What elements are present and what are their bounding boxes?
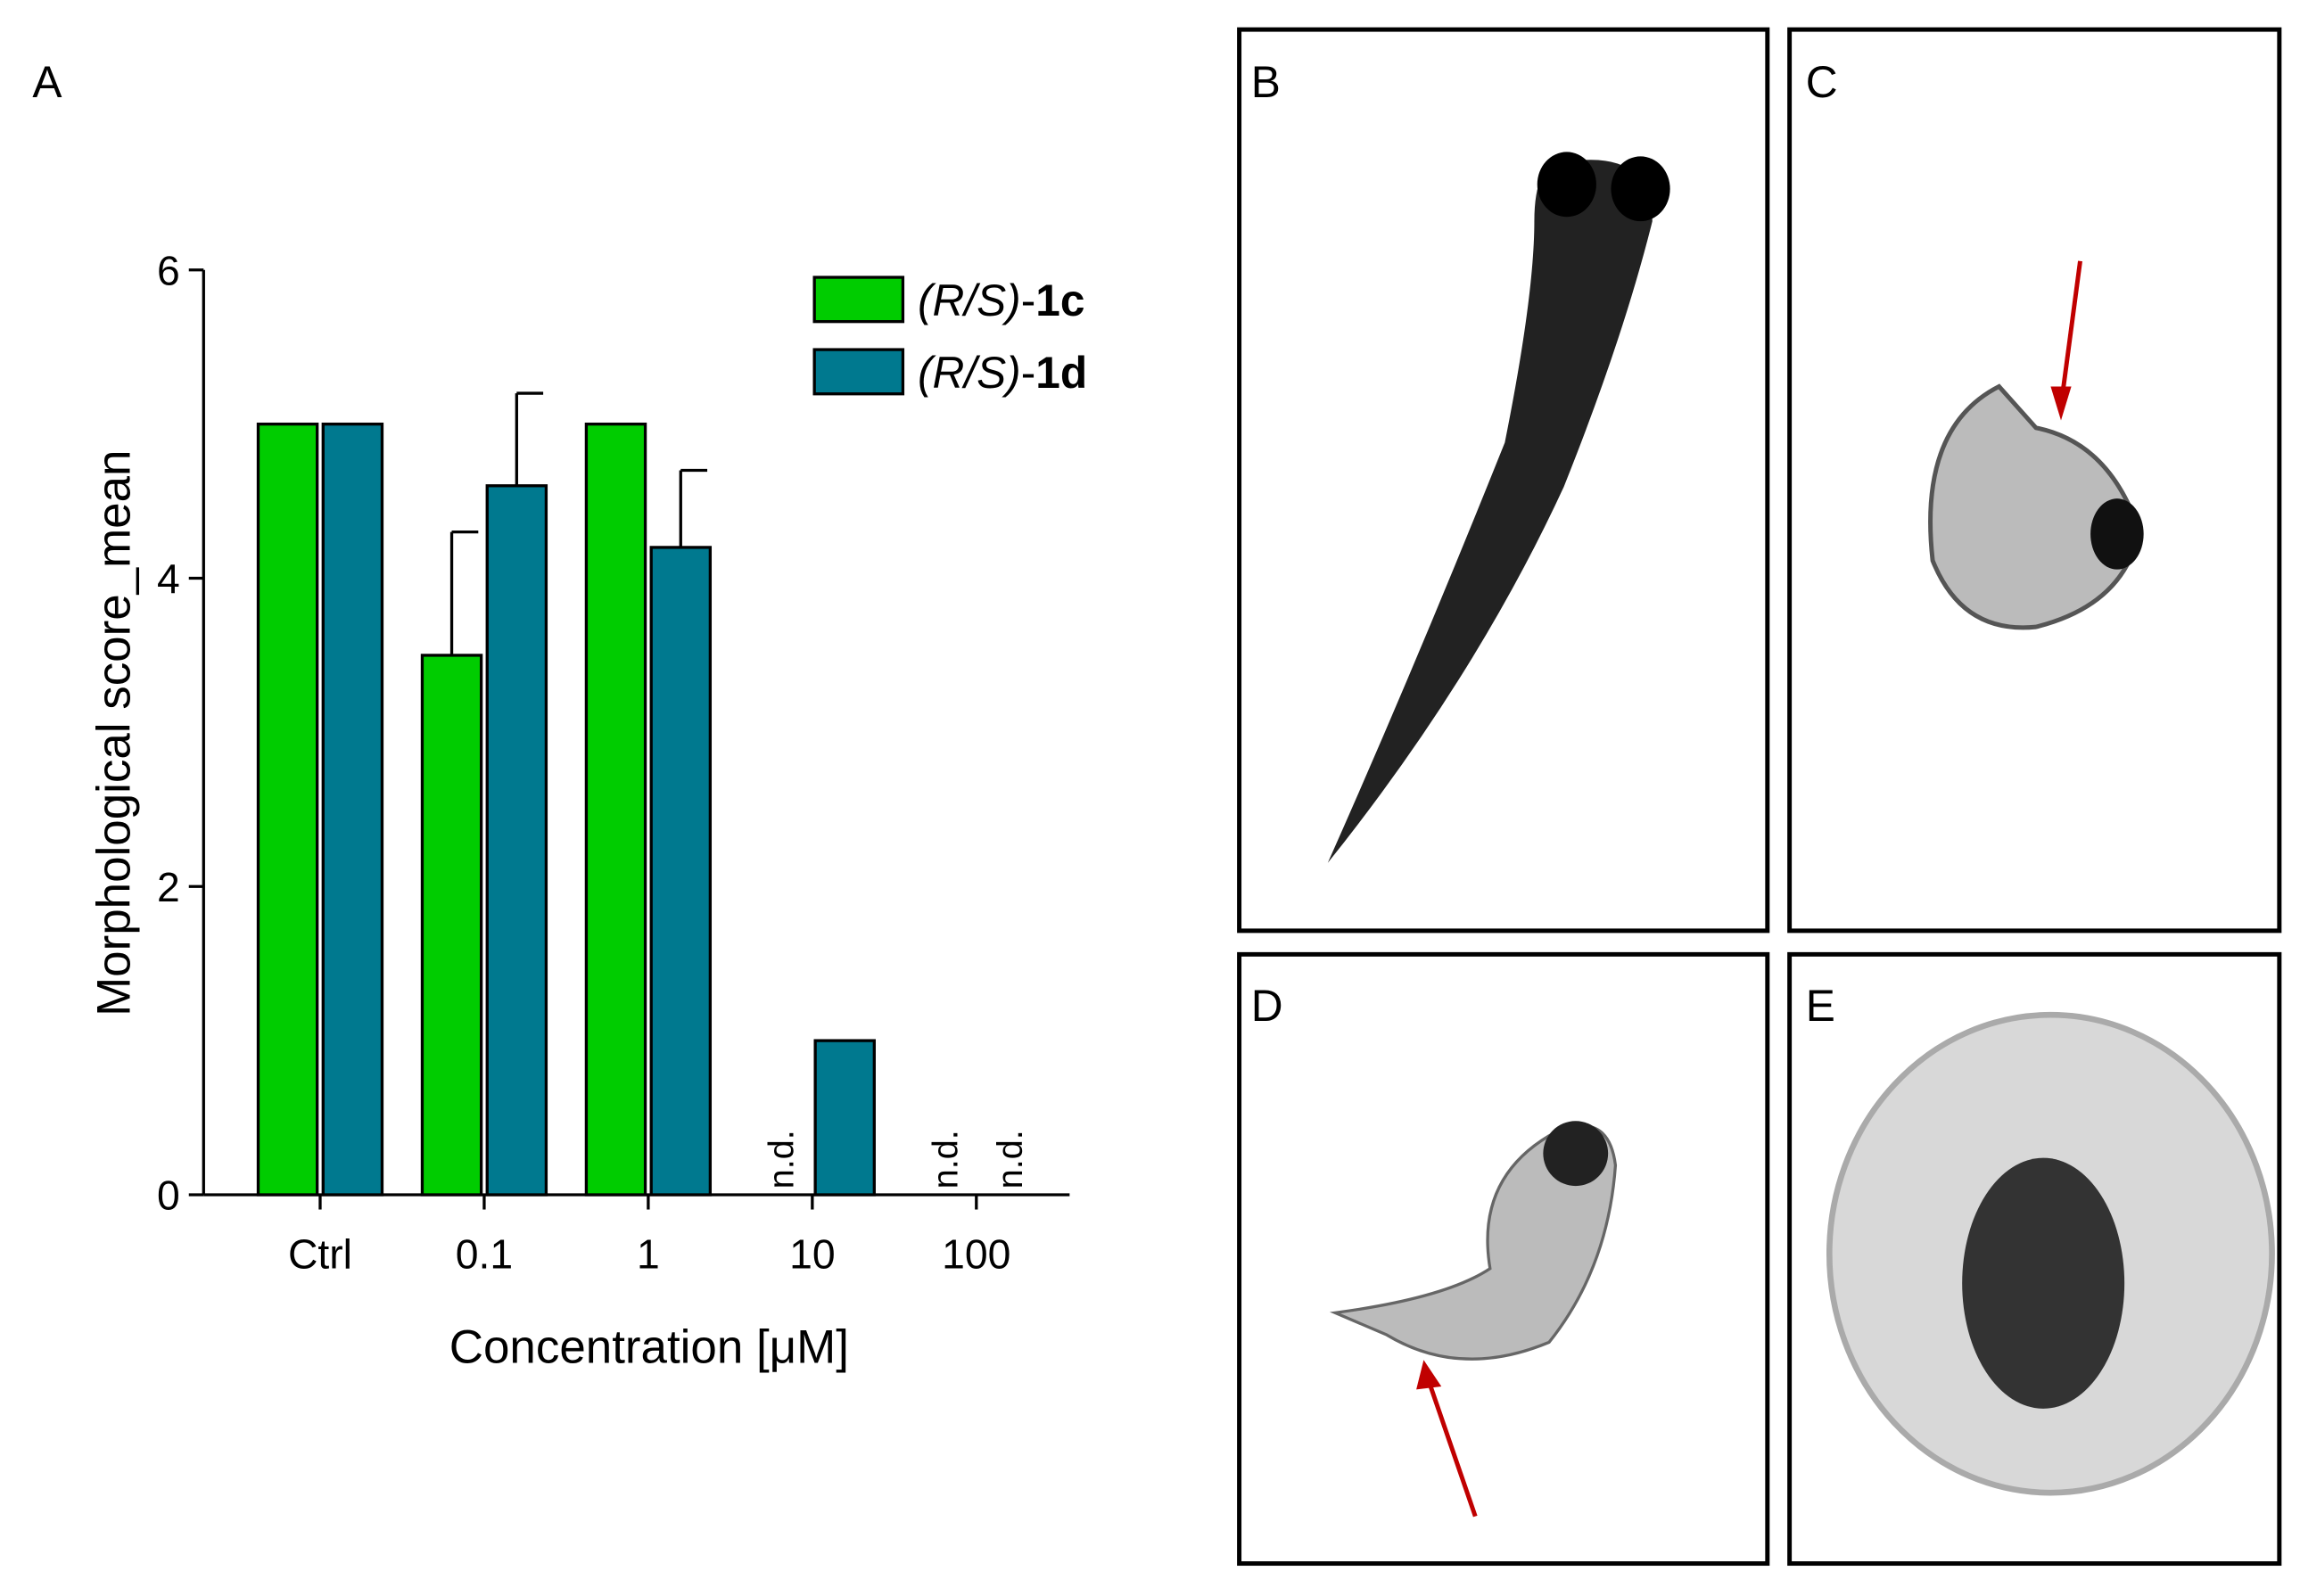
y-tick-label: 4: [157, 555, 180, 602]
value-label: n.d.: [991, 1130, 1030, 1189]
legend-label-part: -: [1021, 276, 1036, 325]
x-axis-label: Concentration [μM]: [449, 1321, 849, 1374]
panel-e: [1787, 951, 2282, 1567]
value-label: n.d.: [926, 1130, 965, 1189]
bar: [420, 654, 483, 1197]
y-tick-label: 6: [157, 247, 180, 293]
x-tick-label: 0.1: [456, 1231, 513, 1278]
value-label: n.d.: [762, 1130, 801, 1189]
y-axis-label: Morphological score_mean: [88, 450, 141, 1016]
legend-swatch: [812, 348, 905, 396]
bar: [584, 422, 647, 1197]
panel-label: A: [32, 57, 62, 107]
panel-label: B: [1251, 57, 1281, 107]
bar: [256, 422, 319, 1197]
legend-label: (R/S)-1d: [918, 348, 1087, 398]
y-tick-label: 0: [157, 1172, 180, 1219]
legend-label-part: (R/S): [918, 348, 1021, 398]
legend-label-part: 1d: [1035, 348, 1087, 398]
x-tick-label: 10: [789, 1231, 836, 1278]
panel-d: [1237, 951, 1770, 1567]
panel-label: D: [1251, 981, 1283, 1031]
panel-label: C: [1806, 57, 1838, 107]
bar: [485, 484, 548, 1197]
bar: [813, 1039, 876, 1197]
panel-c: [1787, 27, 2282, 934]
legend-label-part: (R/S): [918, 276, 1021, 325]
y-tick-label: 2: [157, 864, 180, 910]
x-tick-label: 1: [637, 1231, 660, 1278]
legend-label: (R/S)-1c: [918, 276, 1084, 325]
panel-label: E: [1806, 981, 1835, 1031]
legend-label-part: 1c: [1035, 276, 1084, 325]
panel-b: [1237, 27, 1770, 934]
x-tick-label: 100: [942, 1231, 1010, 1278]
bar: [649, 546, 713, 1197]
legend-label-part: -: [1021, 348, 1036, 398]
bar: [321, 422, 384, 1197]
legend-swatch: [812, 276, 905, 324]
x-tick-label: Ctrl: [288, 1231, 352, 1278]
